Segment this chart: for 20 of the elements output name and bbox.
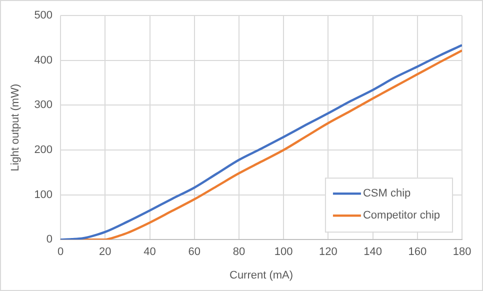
- y-tick-label: 300: [34, 99, 53, 112]
- x-axis-title: Current (mA): [229, 269, 294, 282]
- y-tick-label: 0: [46, 234, 53, 246]
- x-tick-label: 0: [57, 246, 64, 258]
- legend-label: CSM chip: [362, 188, 411, 200]
- y-tick-label: 200: [34, 144, 53, 156]
- y-tick-label: 100: [34, 188, 53, 201]
- x-tick-label: 100: [274, 246, 293, 258]
- x-tick-label: 140: [364, 246, 382, 258]
- x-tick-label: 80: [232, 246, 246, 258]
- y-axis-title: Light output (mW): [10, 84, 22, 172]
- x-tick-label: 160: [408, 246, 427, 258]
- x-tick-label: 40: [144, 246, 156, 258]
- x-tick-label: 20: [99, 246, 112, 258]
- x-tick-label: 180: [452, 246, 472, 258]
- x-tick-label: 60: [188, 246, 200, 258]
- x-tick-label: 120: [319, 246, 338, 258]
- y-tick-label: 500: [34, 10, 53, 22]
- y-tick-label: 400: [34, 54, 53, 66]
- legend-label: Competitor chip: [362, 210, 440, 222]
